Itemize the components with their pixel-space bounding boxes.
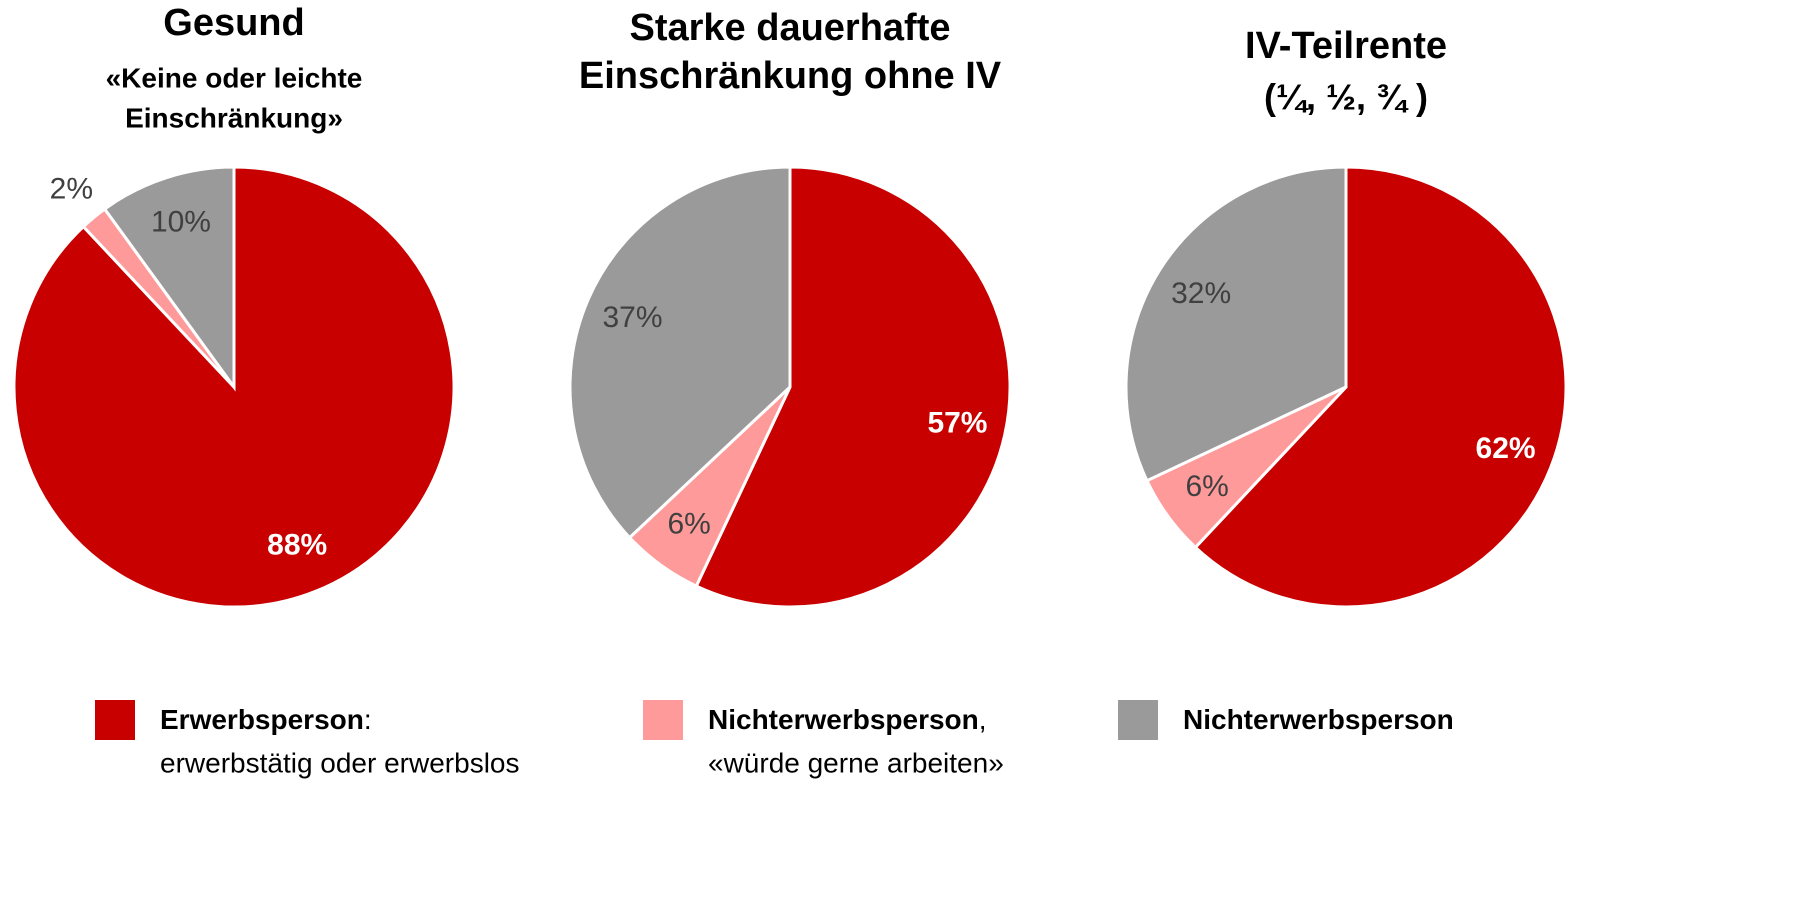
data-label: 6% <box>1185 470 1228 503</box>
data-label: 37% <box>602 301 662 334</box>
pie-slice <box>1124 165 1348 483</box>
chart-title: Gesund <box>163 2 304 44</box>
data-label: 32% <box>1171 277 1231 310</box>
data-label: 2% <box>50 172 93 205</box>
chart-subtitle: «Keine oder leichte <box>106 62 363 93</box>
legend-label: Erwerbsperson: <box>160 704 372 735</box>
legend-name: Nichterwerbsperson <box>708 704 979 735</box>
pie-slice <box>102 165 236 392</box>
legend-punct: , <box>979 704 987 735</box>
legend-detail: «würde gerne arbeiten» <box>708 747 1004 778</box>
data-label: 57% <box>927 406 987 439</box>
legend-label: Nichterwerbsperson <box>1183 704 1454 735</box>
data-label: 88% <box>267 528 327 561</box>
pie-slice <box>694 165 1012 609</box>
pie-slice <box>568 165 792 540</box>
chart-title: Starke dauerhafte <box>629 7 950 49</box>
chart-title: IV-Teilrente <box>1245 25 1447 67</box>
data-label: 10% <box>151 206 211 239</box>
data-label: 6% <box>667 508 710 541</box>
pie-slice <box>1193 165 1568 609</box>
legend-punct: : <box>364 704 372 735</box>
legend-swatch <box>95 700 135 740</box>
data-label: 62% <box>1476 432 1536 465</box>
legend-name: Erwerbsperson <box>160 704 364 735</box>
chart-subtitle: (¼, ½, ¾ ) <box>1264 77 1428 118</box>
legend-swatch <box>643 700 683 740</box>
chart-title: Einschränkung ohne IV <box>579 55 1002 97</box>
chart-subtitle: Einschränkung» <box>125 102 343 133</box>
legend-name: Nichterwerbsperson <box>1183 704 1454 735</box>
legend-swatch <box>1118 700 1158 740</box>
legend-detail: erwerbstätig oder erwerbslos <box>160 747 520 778</box>
legend-label: Nichterwerbsperson, <box>708 704 987 735</box>
